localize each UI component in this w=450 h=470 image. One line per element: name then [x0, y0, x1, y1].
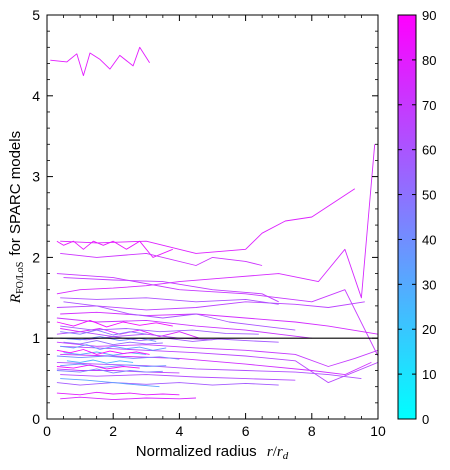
series-line-36 — [56, 364, 140, 370]
colorbar-label-20: 20 — [422, 322, 436, 337]
series-line-20 — [60, 374, 296, 381]
series-line-33 — [63, 340, 163, 346]
colorbar-label-50: 50 — [422, 188, 436, 203]
series-line-4 — [56, 240, 173, 258]
y-axis: 0 1 2 3 4 5 — [32, 7, 378, 427]
series-line-29 — [60, 363, 167, 368]
series-line-17 — [60, 353, 372, 376]
series-line-8 — [56, 301, 365, 311]
x-axis-title: Normalized radius r/rd — [136, 443, 289, 462]
x-tick-label-0: 0 — [43, 423, 51, 439]
series-line-9 — [60, 311, 378, 335]
series-line-23 — [60, 396, 197, 401]
y-tick-label-2: 2 — [32, 249, 40, 265]
series-line-27 — [56, 355, 180, 360]
series-line-1 — [50, 46, 150, 77]
colorbar-label-80: 80 — [422, 53, 436, 68]
colorbar — [397, 14, 417, 420]
y-tick-label-1: 1 — [32, 330, 40, 346]
series-line-28 — [66, 359, 134, 364]
series-line-25 — [60, 344, 167, 351]
series-line-12 — [60, 328, 200, 339]
series-line-10 — [56, 317, 312, 339]
x-axis-title-var-r2: r — [277, 444, 283, 460]
x-axis-title-slash: / — [273, 444, 278, 460]
series-line-15 — [56, 341, 378, 367]
x-axis-title-text: Normalized radius — [136, 443, 257, 460]
colorbar-label-70: 70 — [422, 98, 436, 113]
y-axis-title-subscript: FO/LoS — [15, 262, 26, 294]
series-line-5 — [60, 252, 263, 266]
y-axis-title-suffix: for SPARC models — [7, 131, 24, 256]
x-tick-label-8: 8 — [308, 423, 316, 439]
series-line-3 — [60, 188, 356, 254]
series-line-37 — [60, 297, 279, 305]
series-line-2 — [56, 144, 376, 299]
y-axis-title-symbol: R — [8, 294, 24, 304]
x-tick-label-10: 10 — [370, 423, 386, 439]
series-line-31 — [60, 378, 160, 388]
series-line-22 — [56, 391, 180, 396]
colorbar-label-0: 0 — [422, 412, 429, 427]
y-tick-label-5: 5 — [32, 7, 40, 23]
series-line-26 — [63, 351, 147, 356]
y-tick-label-4: 4 — [32, 88, 40, 104]
colorbar-ticks: 0 10 20 30 40 50 60 70 80 90 — [398, 8, 436, 427]
x-tick-label-2: 2 — [109, 423, 117, 439]
colorbar-label-10: 10 — [422, 367, 436, 382]
colorbar-label-60: 60 — [422, 143, 436, 158]
series-line-6 — [56, 273, 378, 357]
series-line-34 — [56, 319, 173, 328]
x-tick-label-6: 6 — [242, 423, 250, 439]
colorbar-label-40: 40 — [422, 232, 436, 247]
colorbar-label-30: 30 — [422, 277, 436, 292]
series-line-21 — [56, 382, 279, 386]
series-line-19 — [56, 368, 180, 374]
y-tick-label-3: 3 — [32, 169, 40, 185]
series-line-18 — [56, 361, 362, 380]
plot-area-frame — [46, 14, 379, 420]
x-axis-title-var-r: r — [267, 444, 273, 460]
colorbar-label-90: 90 — [422, 8, 436, 23]
y-axis-title: RFO/LoS for SPARC models — [7, 131, 26, 304]
series-line-38 — [60, 325, 259, 335]
series-line-11 — [63, 301, 296, 331]
series-line-35 — [56, 349, 150, 355]
y-tick-label-0: 0 — [32, 411, 40, 427]
series-layer — [50, 46, 378, 401]
series-line-30 — [56, 368, 163, 374]
series-line-32 — [60, 329, 147, 336]
series-line-7 — [63, 277, 279, 303]
x-axis-title-sub-d: d — [283, 450, 289, 462]
x-axis: 0 2 4 6 8 10 — [43, 15, 386, 439]
x-tick-label-4: 4 — [176, 423, 184, 439]
